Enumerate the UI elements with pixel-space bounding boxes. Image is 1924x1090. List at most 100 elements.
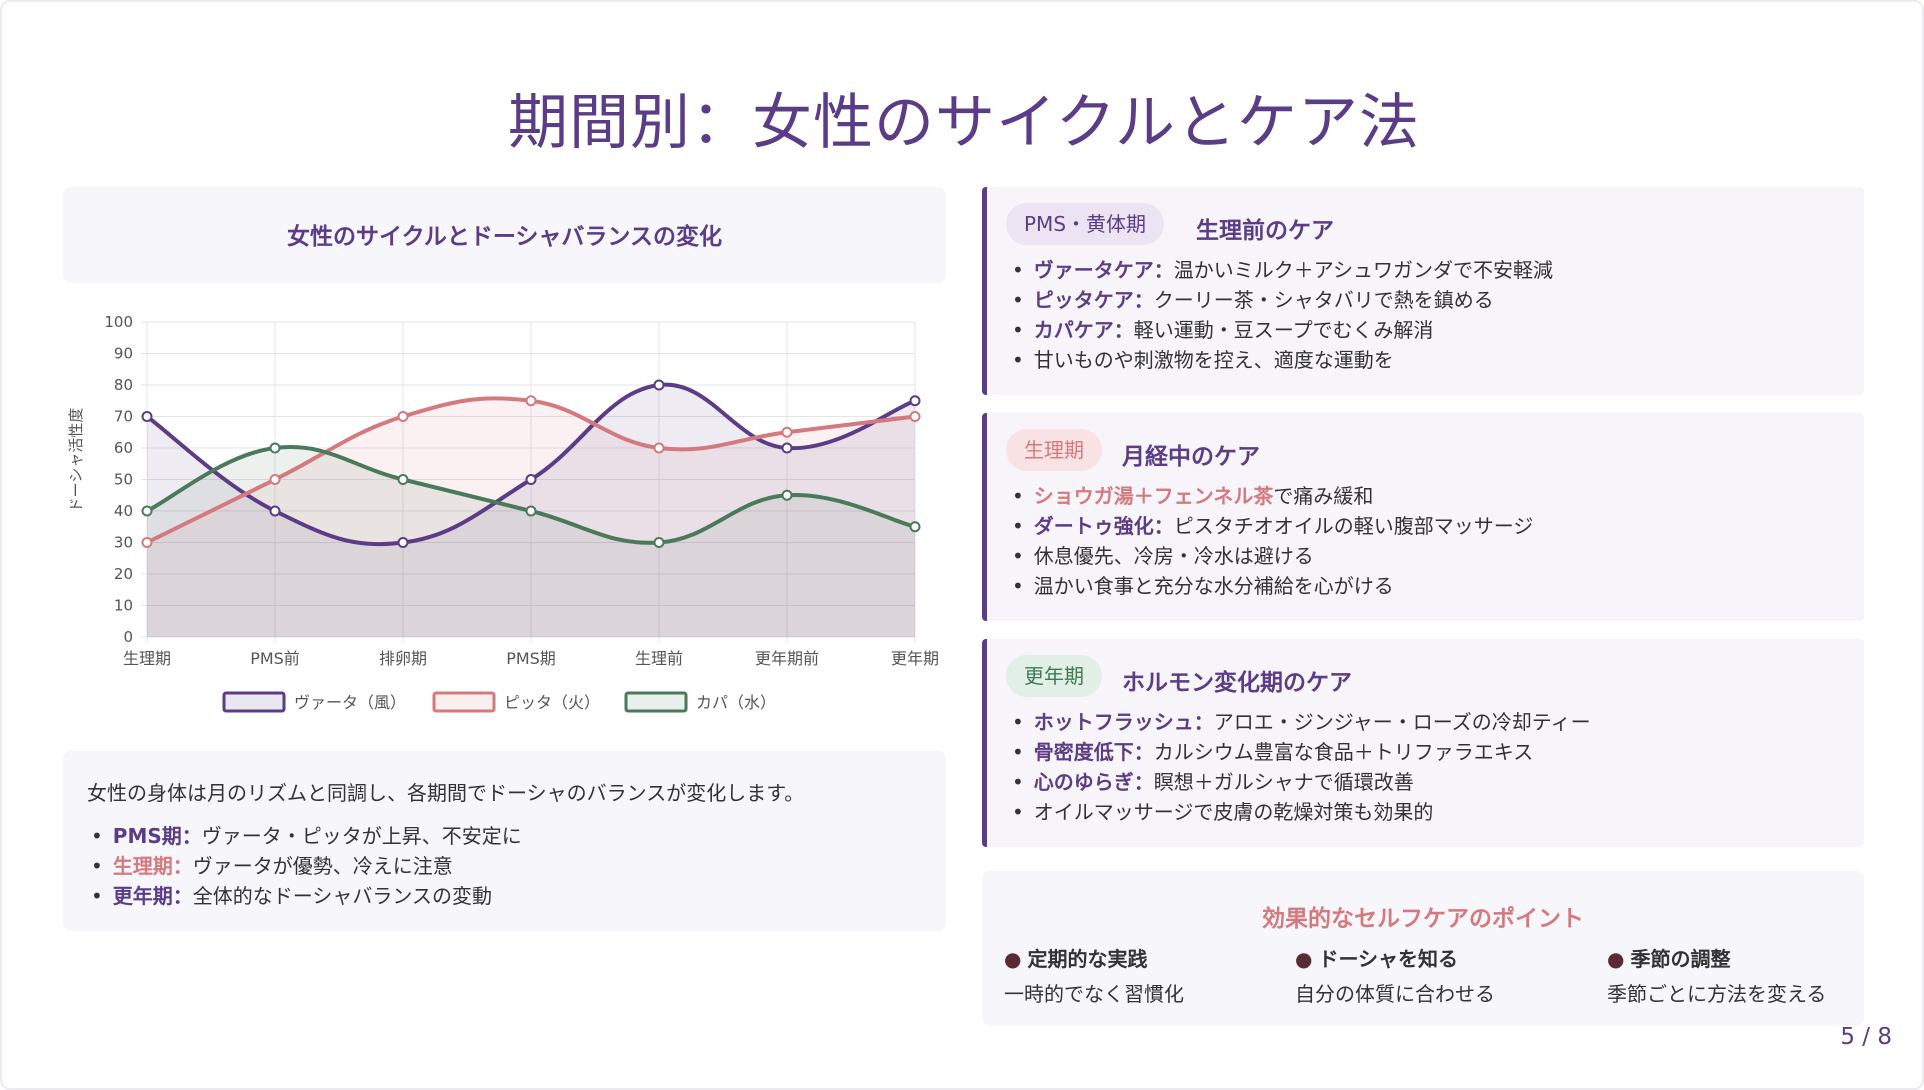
- point-item: 季節の調整 季節ごとに方法を変える: [1607, 943, 1826, 1007]
- chart-legend[interactable]: ヴァータ（風） ピッタ（火） カパ（水）: [222, 691, 776, 713]
- list-item: ダートゥ強化：ピスタチオオイルの軽い腹部マッサージ: [1012, 511, 1534, 541]
- y-tick-label: 10: [114, 597, 133, 615]
- y-tick-label: 100: [104, 313, 133, 331]
- y-tick-label: 40: [114, 502, 133, 520]
- list-item: 休息優先、冷房・冷水は避ける: [1012, 541, 1533, 571]
- list-item: カパケア：軽い運動・豆スープでむくみ解消: [1012, 315, 1553, 345]
- data-point[interactable]: [525, 395, 537, 407]
- item-text: で痛み緩和: [1273, 484, 1374, 508]
- data-point[interactable]: [653, 379, 665, 391]
- data-point[interactable]: [909, 411, 921, 422]
- care-section-pms: PMS・黄体期 生理前のケア ヴァータケア：温かいミルク＋アシュワガンダで不安軽…: [982, 187, 1864, 395]
- data-point[interactable]: [653, 537, 665, 548]
- item-key: 生理期：: [112, 854, 193, 878]
- item-text: 全体的なドーシャバランスの変動: [192, 884, 492, 908]
- list-item: 心のゆらぎ：瞑想＋ガルシャナで循環改善: [1012, 767, 1591, 797]
- point-name: ドーシャを知る: [1295, 943, 1495, 972]
- description-list: PMS期：ヴァータ・ピッタが上昇、不安定に 生理期：ヴァータが優勢、冷えに注意 …: [91, 821, 522, 911]
- legend-item[interactable]: ヴァータ（風）: [222, 691, 406, 713]
- item-key: 骨密度低下：: [1033, 740, 1154, 764]
- data-point[interactable]: [525, 505, 537, 517]
- list-item: 骨密度低下：カルシウム豊富な食品＋トリファラエキス: [1012, 737, 1591, 767]
- list-item: 温かい食事と充分な水分補給を心がける: [1012, 571, 1533, 601]
- data-point[interactable]: [397, 537, 409, 548]
- data-point[interactable]: [653, 442, 665, 454]
- x-tick-label: PMS前: [250, 649, 300, 668]
- x-tick-label: 排卵期: [379, 649, 427, 668]
- points-title: 効果的なセルフケアのポイント: [1262, 906, 1584, 932]
- list-item: ショウガ湯＋フェンネル茶で痛み緩和: [1012, 481, 1533, 511]
- point-name: 季節の調整: [1607, 943, 1826, 972]
- data-point[interactable]: [909, 395, 921, 407]
- item-key: PMS期：: [112, 824, 202, 848]
- care-section-menstrual: 生理期 月経中のケア ショウガ湯＋フェンネル茶で痛み緩和 ダートゥ強化：ピスタチ…: [982, 413, 1864, 621]
- list-item: オイルマッサージで皮膚の乾燥対策も効果的: [1012, 797, 1591, 827]
- care-list: ホットフラッシュ：アロエ・ジンジャー・ローズの冷却ティー 骨密度低下：カルシウム…: [1012, 707, 1591, 827]
- data-point[interactable]: [141, 411, 153, 422]
- care-heading: 月経中のケア: [1122, 444, 1260, 470]
- y-tick-label: 30: [114, 534, 133, 552]
- y-tick-label: 20: [114, 565, 133, 583]
- data-point[interactable]: [269, 505, 281, 517]
- legend-swatch: [222, 691, 286, 713]
- legend-label: ピッタ（火）: [504, 693, 600, 712]
- chart-points: [141, 379, 921, 548]
- item-text: アロエ・ジンジャー・ローズの冷却ティー: [1213, 710, 1591, 734]
- legend-item[interactable]: カパ（水）: [624, 691, 776, 713]
- care-list: ショウガ湯＋フェンネル茶で痛み緩和 ダートゥ強化：ピスタチオオイルの軽い腹部マッ…: [1012, 481, 1534, 601]
- y-axis-label: ドーシャ活性度: [67, 408, 85, 513]
- y-tick-label: 80: [114, 376, 133, 394]
- data-point[interactable]: [397, 474, 409, 485]
- list-item: 甘いものや刺激物を控え、適度な運動を: [1012, 345, 1553, 375]
- point-name: 定期的な実践: [1004, 943, 1184, 972]
- y-tick-label: 70: [114, 408, 133, 426]
- data-point[interactable]: [269, 474, 281, 485]
- item-text: オイルマッサージで皮膚の乾燥対策も効果的: [1033, 800, 1434, 824]
- list-item: ピッタケア：クーリー茶・シャタバリで熱を鎮める: [1012, 285, 1553, 315]
- item-key: 心のゆらぎ：: [1033, 770, 1154, 794]
- data-point[interactable]: [141, 505, 153, 517]
- item-text: 瞑想＋ガルシャナで循環改善: [1153, 770, 1414, 794]
- y-tick-label: 90: [114, 345, 133, 363]
- x-tick-label: 生理期: [123, 649, 171, 668]
- data-point[interactable]: [781, 489, 793, 501]
- item-key: ヴァータケア：: [1033, 258, 1174, 282]
- data-point[interactable]: [141, 537, 153, 548]
- item-text: 軽い運動・豆スープでむくみ解消: [1133, 318, 1434, 342]
- item-key: 更年期：: [112, 884, 193, 908]
- data-point[interactable]: [269, 442, 281, 454]
- item-text: ピスタチオオイルの軽い腹部マッサージ: [1173, 514, 1534, 538]
- description-box: 女性の身体は月のリズムと同調し、各期間でドーシャのバランスが変化します。 PMS…: [63, 751, 946, 931]
- list-item: ホットフラッシュ：アロエ・ジンジャー・ローズの冷却ティー: [1012, 707, 1591, 737]
- data-point[interactable]: [525, 474, 537, 485]
- item-text: 休息優先、冷房・冷水は避ける: [1033, 544, 1314, 568]
- care-list: ヴァータケア：温かいミルク＋アシュワガンダで不安軽減 ピッタケア：クーリー茶・シ…: [1012, 255, 1553, 375]
- item-text: ヴァータが優勢、冷えに注意: [192, 854, 453, 878]
- data-point[interactable]: [781, 426, 793, 438]
- item-text: 温かいミルク＋アシュワガンダで不安軽減: [1173, 258, 1553, 282]
- phase-badge: 更年期: [1006, 655, 1102, 697]
- point-desc: 自分の体質に合わせる: [1295, 982, 1495, 1006]
- item-text: クーリー茶・シャタバリで熱を鎮める: [1153, 288, 1494, 312]
- chart-svg: 0 10 20 30 40 50 60 70 80 90 100 生理期 PMS前 排卵期 PMS期 生理前 更…: [67, 313, 939, 713]
- chart-title: 女性のサイクルとドーシャバランスの変化: [287, 224, 722, 250]
- series-area: [147, 447, 915, 637]
- item-text: 温かい食事と充分な水分補給を心がける: [1033, 574, 1394, 598]
- chart-ticks: 0 10 20 30 40 50 60 70 80 90 100 生理期 PMS前 排卵期 PMS期 生理前 更…: [104, 313, 939, 668]
- x-tick-label: PMS期: [506, 649, 556, 668]
- legend-item[interactable]: ピッタ（火）: [432, 691, 600, 713]
- description-intro: 女性の身体は月のリズムと同調し、各期間でドーシャのバランスが変化します。: [87, 781, 805, 805]
- y-tick-label: 50: [114, 471, 133, 489]
- care-heading: ホルモン変化期のケア: [1122, 670, 1352, 696]
- selfcare-points-box: 効果的なセルフケアのポイント 定期的な実践 一時的でなく習慣化 ドーシャを知る …: [982, 871, 1864, 1026]
- point-desc: 季節ごとに方法を変える: [1607, 982, 1827, 1006]
- data-point[interactable]: [909, 521, 921, 533]
- list-item: PMS期：ヴァータ・ピッタが上昇、不安定に: [91, 821, 522, 851]
- chart-title-box: 女性のサイクルとドーシャバランスの変化: [63, 187, 946, 283]
- item-text: カルシウム豊富な食品＋トリファラエキス: [1153, 740, 1534, 764]
- y-tick-label: 60: [114, 439, 133, 457]
- data-point[interactable]: [781, 442, 793, 454]
- data-point[interactable]: [397, 411, 409, 422]
- care-heading: 生理前のケア: [1196, 218, 1334, 244]
